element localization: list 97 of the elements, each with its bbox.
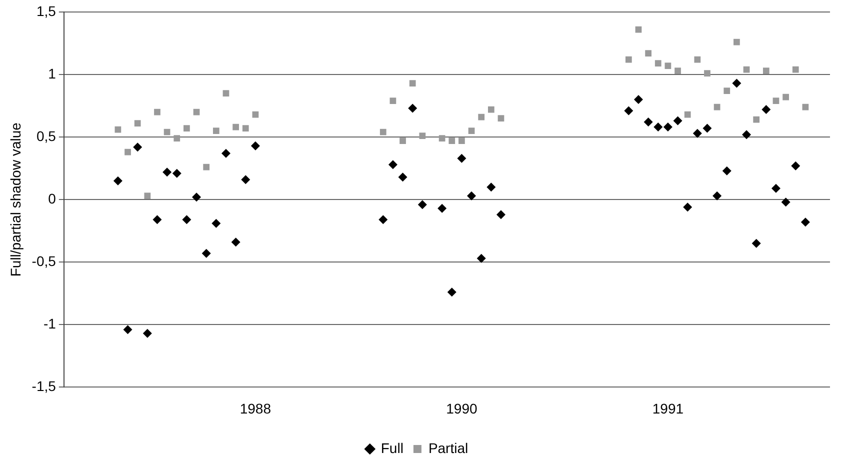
point xyxy=(762,68,770,74)
point xyxy=(683,202,692,212)
point xyxy=(800,218,810,227)
point xyxy=(498,115,504,122)
point xyxy=(222,90,230,96)
point xyxy=(203,164,210,170)
y-tick-label: -1 xyxy=(43,316,56,332)
point xyxy=(162,168,172,177)
point xyxy=(232,124,239,130)
point xyxy=(458,138,465,144)
point xyxy=(624,106,634,116)
y-tick-label: 1 xyxy=(48,65,56,82)
point xyxy=(123,325,132,334)
point xyxy=(645,50,652,56)
point xyxy=(212,218,221,228)
point xyxy=(398,172,408,182)
point xyxy=(625,56,632,63)
x-tick-label: 1991 xyxy=(652,400,684,416)
point xyxy=(782,94,789,100)
y-tick-label: 0,5 xyxy=(36,128,56,144)
point xyxy=(654,60,662,66)
point xyxy=(418,200,427,210)
point xyxy=(448,138,456,144)
point xyxy=(478,114,485,120)
point xyxy=(644,118,653,127)
point xyxy=(438,135,446,142)
point xyxy=(438,204,447,213)
point xyxy=(684,111,691,118)
point xyxy=(724,88,730,94)
y-tick-label: -1,5 xyxy=(32,378,56,394)
point xyxy=(242,125,249,132)
x-tick-label: 1988 xyxy=(240,400,272,416)
point xyxy=(212,128,220,134)
point xyxy=(702,124,712,133)
y-tick-label: -0,5 xyxy=(32,252,56,269)
point xyxy=(704,70,710,76)
point xyxy=(231,238,240,247)
point xyxy=(113,176,122,186)
point xyxy=(142,328,152,338)
y-axis-title: Full/partial shadow value xyxy=(7,122,24,277)
point xyxy=(221,148,230,158)
point xyxy=(250,141,260,150)
point xyxy=(202,248,211,258)
point xyxy=(390,98,396,104)
point xyxy=(772,98,780,104)
point xyxy=(134,120,141,126)
point xyxy=(792,66,799,73)
y-tick-label: 0 xyxy=(48,190,56,206)
legend-label: Full xyxy=(380,440,404,456)
point xyxy=(732,78,742,88)
point xyxy=(467,191,476,200)
point xyxy=(124,148,131,156)
point xyxy=(673,116,682,126)
point xyxy=(144,192,151,200)
point xyxy=(400,138,406,144)
point xyxy=(419,132,426,139)
point xyxy=(408,104,418,113)
point xyxy=(152,215,162,224)
point xyxy=(172,168,182,178)
point xyxy=(781,198,790,207)
y-tick-label: 1,5 xyxy=(36,2,56,19)
point xyxy=(409,80,416,86)
point xyxy=(388,160,398,170)
point xyxy=(722,166,732,176)
point xyxy=(752,238,761,248)
point xyxy=(734,38,740,46)
point xyxy=(378,215,388,224)
point xyxy=(154,108,160,116)
point xyxy=(634,95,643,104)
point xyxy=(663,122,672,132)
point xyxy=(791,161,800,170)
point xyxy=(742,130,752,140)
point xyxy=(692,128,702,138)
legend-label: Partial xyxy=(428,440,468,456)
point xyxy=(486,182,496,192)
point xyxy=(184,125,190,132)
point xyxy=(380,128,386,136)
point xyxy=(182,215,192,224)
point xyxy=(476,254,486,263)
point xyxy=(762,105,771,114)
point xyxy=(674,68,681,74)
point xyxy=(241,175,250,184)
point xyxy=(447,288,456,297)
point xyxy=(694,56,701,63)
point xyxy=(457,154,466,163)
point xyxy=(496,210,506,220)
point xyxy=(174,135,180,142)
point xyxy=(664,62,672,69)
point xyxy=(488,106,494,113)
x-tick-label: 1990 xyxy=(446,400,478,416)
point xyxy=(192,192,202,202)
point xyxy=(712,191,722,200)
point xyxy=(753,116,760,123)
point xyxy=(468,128,475,134)
point xyxy=(654,122,663,132)
point xyxy=(771,184,780,193)
point xyxy=(133,142,142,152)
